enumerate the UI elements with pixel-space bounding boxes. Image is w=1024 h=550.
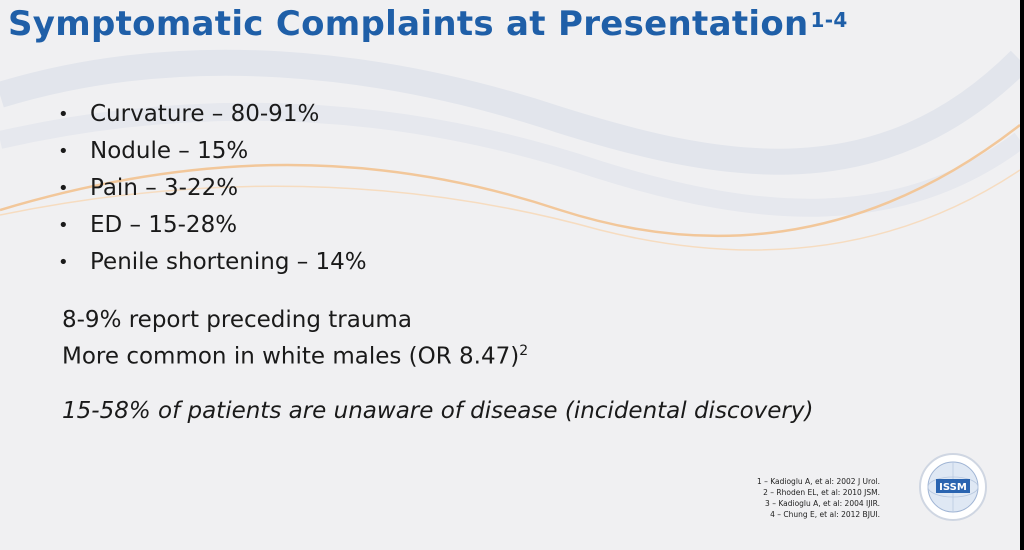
bullet-item: • ED – 15-28% [58, 207, 367, 244]
bullet-dot-icon: • [58, 215, 69, 236]
reference-item: 3 – Kadioglu A, et al: 2004 IJIR. [765, 499, 880, 508]
bullet-item: • Nodule – 15% [58, 133, 367, 170]
trauma-note: 8-9% report preceding trauma [62, 307, 412, 333]
reference-item: 4 – Chung E, et al: 2012 BJUI. [770, 510, 880, 519]
issm-logo: ISSM [919, 453, 987, 521]
bullet-item: • Curvature – 80-91% [58, 96, 367, 133]
references: 1 – Kadioglu A, et al: 2002 J Urol. 2 – … [757, 476, 880, 520]
reference-item: 1 – Kadioglu A, et al: 2002 J Urol. [756, 477, 880, 486]
demographic-note-superscript: 2 [519, 343, 529, 359]
bullet-dot-icon: • [58, 178, 69, 199]
demographic-note: More common in white males (OR 8.47)2 [62, 343, 529, 370]
reference-item: 2 – Rhoden EL, et al: 2010 JSM. [763, 488, 880, 497]
bullet-dot-icon: • [58, 141, 69, 162]
bullet-item: • Penile shortening – 14% [58, 244, 367, 281]
bullet-item: • Pain – 3-22% [58, 170, 367, 207]
bullet-dot-icon: • [58, 252, 69, 273]
bullet-list: • Curvature – 80-91% • Nodule – 15% • Pain … [58, 96, 367, 281]
logo-text: ISSM [939, 482, 967, 493]
slide-title: Symptomatic Complaints at Presentation 1-… [8, 4, 848, 44]
bullet-dot-icon: • [58, 104, 69, 125]
unaware-note: 15-58% of patients are unaware of diseas… [62, 398, 814, 424]
title-superscript: 1-4 [810, 8, 848, 32]
